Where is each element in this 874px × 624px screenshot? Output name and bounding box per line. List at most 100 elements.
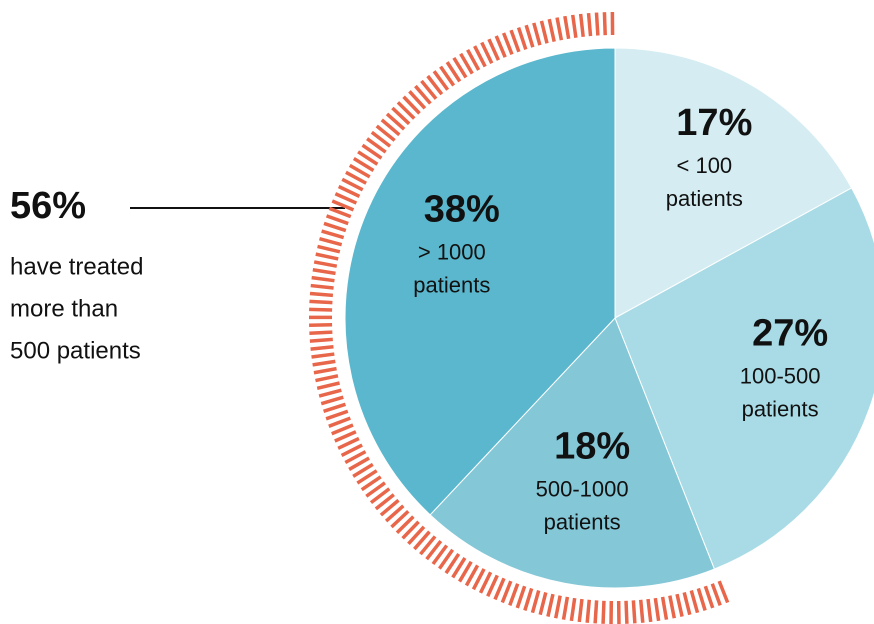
- highlight-tick: [315, 252, 339, 261]
- slice-category-label: 100-500 patients: [740, 363, 821, 421]
- highlight-tick: [331, 199, 355, 212]
- highlight-tick: [509, 29, 521, 53]
- slice-category-label: 500-1000 patients: [536, 476, 629, 534]
- highlight-tick: [601, 600, 606, 624]
- pie-slice: [429, 317, 716, 589]
- highlight-tick: [570, 14, 578, 38]
- highlight-tick: [646, 598, 653, 623]
- highlight-tick: [319, 236, 343, 247]
- slice-value-label: 38%: [424, 188, 500, 230]
- annotation-text: more than: [10, 295, 118, 322]
- highlight-tick: [390, 509, 410, 529]
- highlight-tick: [334, 192, 358, 205]
- highlight-tick: [493, 577, 506, 601]
- highlight-tick: [459, 52, 474, 75]
- highlight-tick: [356, 469, 378, 485]
- highlight-tick: [586, 12, 593, 37]
- highlight-tick: [426, 74, 444, 96]
- highlight-tick: [361, 143, 383, 160]
- highlight-tick: [309, 291, 334, 298]
- highlight-tick: [331, 423, 354, 436]
- highlight-tick: [561, 596, 570, 620]
- highlight-tick: [508, 583, 520, 606]
- highlight-tick: [316, 381, 340, 390]
- highlight-tick: [315, 374, 339, 383]
- highlight-tick: [401, 520, 420, 540]
- highlight-tick: [348, 163, 371, 179]
- highlight-tick: [348, 456, 370, 471]
- highlight-tick: [464, 564, 480, 587]
- highlight-tick: [313, 366, 337, 375]
- slice-category-label: < 100 patients: [666, 153, 743, 211]
- highlight-tick: [384, 504, 405, 523]
- highlight-tick: [594, 12, 600, 36]
- highlight-tick: [407, 525, 426, 545]
- highlight-tick: [473, 45, 487, 68]
- highlight-tick: [494, 35, 507, 58]
- highlight-tick: [374, 493, 395, 511]
- highlight-tick: [717, 580, 730, 604]
- highlight-tick: [344, 450, 367, 465]
- highlight-tick: [337, 184, 361, 198]
- highlight-tick: [487, 38, 501, 61]
- highlight-tick: [431, 544, 449, 566]
- highlight-tick: [547, 18, 556, 42]
- highlight-tick: [480, 41, 494, 65]
- highlight-tick: [334, 430, 357, 443]
- highlight-tick: [311, 275, 335, 283]
- highlight-tick: [444, 552, 461, 575]
- highlight-tick: [524, 24, 535, 48]
- highlight-tick: [352, 462, 374, 478]
- highlight-tick: [425, 539, 443, 561]
- highlight-tick: [325, 409, 349, 421]
- highlight-tick: [553, 595, 562, 619]
- highlight-tick: [546, 593, 555, 617]
- highlight-tick: [432, 70, 450, 91]
- highlight-tick: [569, 597, 577, 622]
- highlight-tick: [458, 560, 473, 583]
- highlight-tick: [385, 112, 406, 131]
- highlight-tick: [365, 481, 386, 498]
- slice-value-label: 18%: [554, 425, 630, 467]
- highlight-tick: [337, 436, 360, 450]
- highlight-tick: [593, 600, 599, 624]
- annotation-text: have treated: [10, 253, 143, 280]
- highlight-tick: [341, 177, 364, 192]
- highlight-tick: [689, 590, 700, 614]
- highlight-tick: [309, 322, 333, 328]
- highlight-tick: [380, 118, 401, 137]
- highlight-tick: [624, 600, 629, 624]
- highlight-tick: [325, 214, 349, 226]
- highlight-tick: [357, 150, 379, 166]
- highlight-tick: [471, 568, 486, 591]
- slice-value-label: 27%: [752, 312, 828, 354]
- slice-category-label: > 1000 patients: [413, 239, 490, 297]
- highlight-tick: [313, 260, 338, 268]
- highlight-tick: [323, 221, 347, 233]
- highlight-tick: [578, 13, 585, 37]
- highlight-tick: [451, 556, 467, 579]
- pie-slice: [344, 47, 616, 516]
- highlight-tick: [516, 27, 528, 50]
- highlight-tick: [309, 330, 333, 335]
- highlight-tick: [310, 345, 334, 351]
- highlight-tick: [439, 65, 456, 87]
- highlight-tick: [538, 591, 548, 616]
- pie-slice: [614, 47, 853, 319]
- highlight-tick: [530, 590, 541, 614]
- highlight-tick: [631, 600, 637, 624]
- highlight-tick: [710, 583, 722, 606]
- highlight-tick: [320, 395, 344, 406]
- highlight-tick: [602, 12, 607, 36]
- highlight-tick: [452, 56, 468, 79]
- highlight-tick: [445, 61, 462, 83]
- highlight-tick: [366, 137, 387, 154]
- highlight-tick: [375, 124, 396, 142]
- highlight-tick: [312, 359, 336, 367]
- highlight-tick: [396, 101, 416, 120]
- highlight-tick: [369, 487, 391, 505]
- highlight-tick: [419, 535, 437, 556]
- highlight-tick: [696, 587, 707, 611]
- highlight-tick: [340, 443, 363, 457]
